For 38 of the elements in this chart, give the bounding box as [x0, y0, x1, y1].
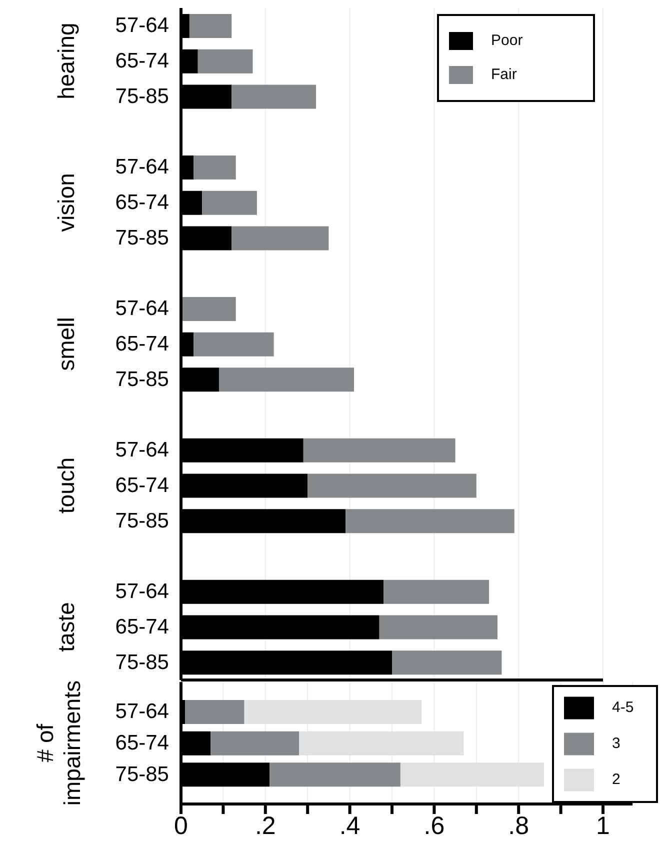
legend-label: 4-5 [612, 699, 634, 716]
y-tick-label: 75-85 [115, 368, 169, 391]
bar [270, 762, 400, 787]
legend-label: Poor [491, 32, 523, 49]
y-tick-label: 65-74 [115, 332, 170, 356]
y-tick-label: 75-85 [115, 84, 169, 108]
y-axis-title: # of impairments [32, 679, 86, 808]
legend-label: 2 [612, 771, 620, 788]
y-tick-label: 75-85 [115, 226, 169, 250]
text: taste [53, 602, 79, 652]
x-tick-label: .2 [254, 812, 276, 840]
bar [185, 700, 244, 724]
y-tick-label: 57-64 [115, 438, 170, 462]
y-tick-label: 65-74 [115, 191, 170, 214]
y-tick-label: 57-64 [115, 297, 170, 320]
y-tick-label: 75-85 [115, 509, 169, 532]
x-tick-label: 1 [596, 812, 610, 840]
bar [210, 731, 300, 756]
y-tick-label: 57-64 [115, 580, 170, 604]
y-tick-label: 57-64 [115, 700, 170, 724]
text: hearing [53, 22, 79, 100]
y-tick-label: 57-64 [115, 14, 170, 38]
y-tick-label: 75-85 [115, 650, 169, 674]
y-tick-label: 65-74 [115, 615, 170, 638]
legend-label: 3 [612, 735, 620, 752]
x-tick-label: .6 [424, 812, 445, 840]
x-tick-label: .8 [508, 812, 530, 840]
y-tick-label: 65-74 [115, 50, 170, 73]
text: smell [53, 317, 79, 371]
y-tick-label: 57-64 [115, 156, 170, 179]
y-tick-label: 65-74 [115, 732, 170, 754]
x-tick-label: 0 [174, 812, 188, 840]
legend-label: Fair [491, 66, 517, 83]
text: vision [53, 173, 79, 232]
text: touch [53, 457, 79, 514]
x-tick-label: .4 [339, 812, 360, 840]
y-tick-label: 65-74 [115, 474, 170, 497]
y-tick-label: 75-85 [115, 762, 169, 786]
